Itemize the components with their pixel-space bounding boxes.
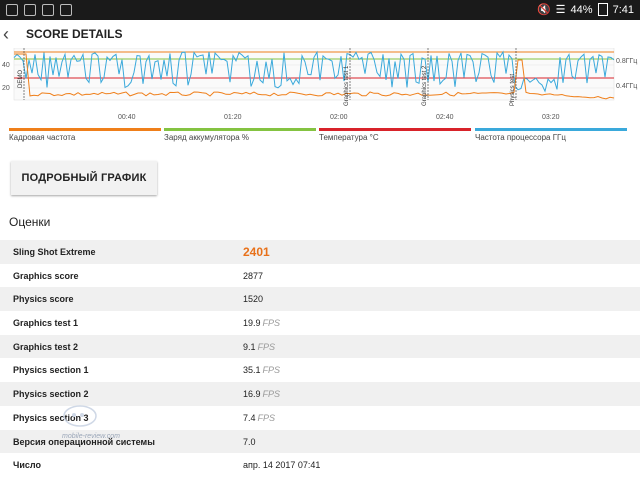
clock: 7:41 [612, 3, 634, 16]
value-number: 9.1 [243, 341, 256, 352]
status-bar: 🔇 ☰ 44% 7:41 [0, 0, 640, 20]
x-tick-0240: 02:40 [436, 114, 454, 121]
table-row: Physics section 1 35.1 FPS [0, 358, 640, 382]
row-value: 19.9 FPS [243, 318, 280, 328]
legend-temperature: Температура °C [319, 128, 471, 146]
value-number: 19.9 [243, 318, 261, 329]
row-label: Версия операционной системы [13, 436, 155, 447]
table-row: Sling Shot Extreme 2401 [0, 240, 640, 264]
marker-graphics-test-2-label: Graphics test 2 [422, 65, 428, 106]
row-label: Graphics test 2 [13, 341, 79, 352]
table-row: Число апр. 14 2017 07:41 [0, 453, 640, 477]
y-tick-left-20: 20 [2, 85, 10, 92]
x-tick-0040: 00:40 [118, 114, 136, 121]
table-row: Версия операционной системы 7.0 [0, 429, 640, 454]
legend-cpu: Частота процессора ГГц [475, 128, 627, 146]
detailed-graph-button[interactable]: ПОДРОБНЫЙ ГРАФИК [11, 161, 157, 195]
cpu-frequency-series [13, 50, 615, 93]
x-tick-0200: 02:00 [330, 114, 348, 121]
app-bar: ‹ SCORE DETAILS [0, 20, 640, 48]
back-arrow-icon[interactable]: ‹ [3, 24, 9, 44]
marker-demo-label: DEMO [18, 70, 24, 88]
table-row: Physics score 1520 [0, 287, 640, 312]
y-tick-right-0.4: 0.4ГГц [616, 83, 637, 90]
marker-physics-test: Physics test [510, 48, 517, 106]
row-value: 1520 [243, 294, 263, 304]
legend-cpu-label: Частота процессора ГГц [475, 133, 566, 142]
value-unit: FPS [262, 365, 281, 376]
table-row: Graphics test 2 9.1 FPS [0, 334, 640, 359]
legend-battery-label: Заряд аккумулятора % [164, 133, 249, 142]
notification-icons [6, 4, 72, 16]
notification-icon [42, 4, 54, 16]
row-label: Physics section 3 [13, 412, 89, 423]
wifi-icon: ☰ [555, 4, 566, 16]
marker-demo: DEMO [18, 48, 25, 100]
x-tick-0320: 03:20 [542, 114, 560, 121]
row-value: 2401 [243, 245, 270, 259]
row-label: Graphics score [13, 270, 79, 281]
legend-battery: Заряд аккумулятора % [164, 128, 316, 146]
row-value: 16.9 FPS [243, 389, 280, 399]
value-number: 1520 [243, 294, 264, 305]
legend-frame-rate-swatch [9, 128, 161, 131]
frame-rate-series [14, 53, 615, 100]
table-row: Physics section 3 7.4 FPS [0, 406, 640, 430]
mute-icon: 🔇 [536, 4, 551, 16]
value-unit: FPS [257, 412, 276, 423]
value-number: апр. 14 2017 07:41 [243, 460, 321, 471]
legend-frame-rate: Кадровая частота [9, 128, 161, 146]
page-title: SCORE DETAILS [26, 27, 123, 41]
row-label: Physics section 1 [13, 365, 89, 376]
notification-icon [60, 4, 72, 16]
notification-icon [6, 4, 18, 16]
row-value: 7.0 [243, 437, 256, 447]
value-number: 7.4 [243, 412, 256, 423]
row-value: 35.1 FPS [243, 365, 280, 375]
marker-graphics-test-1-label: Graphics test 1 [344, 65, 350, 106]
row-value: 7.4 FPS [243, 413, 275, 423]
value-number: 16.9 [243, 389, 261, 400]
table-row: Physics section 2 16.9 FPS [0, 382, 640, 406]
scores-table: Sling Shot Extreme 2401 Graphics score 2… [0, 240, 640, 477]
x-tick-0120: 01:20 [224, 114, 242, 121]
value-number: 7.0 [243, 436, 256, 447]
value-number: 2401 [243, 245, 270, 259]
performance-chart[interactable]: DEMO Graphics test 1 Graphics test 2 Phy… [0, 48, 640, 128]
legend-temperature-swatch [319, 128, 471, 131]
row-value: 9.1 FPS [243, 342, 275, 352]
value-unit: FPS [262, 389, 281, 400]
row-label: Physics score [13, 294, 74, 305]
marker-graphics-test-1: Graphics test 1 [344, 48, 351, 106]
row-label: Sling Shot Extreme [13, 247, 96, 257]
table-row: Graphics score 2877 [0, 264, 640, 288]
battery-icon [597, 3, 608, 16]
row-value: 2877 [243, 271, 263, 281]
value-unit: FPS [262, 318, 281, 329]
row-label: Physics section 2 [13, 389, 89, 400]
table-row: Graphics test 1 19.9 FPS [0, 311, 640, 335]
value-unit: FPS [257, 341, 276, 352]
legend-cpu-swatch [475, 128, 627, 131]
row-value: апр. 14 2017 07:41 [243, 460, 320, 470]
row-label: Graphics test 1 [13, 318, 79, 329]
value-number: 2877 [243, 270, 264, 281]
row-label: Число [13, 460, 41, 471]
legend-temperature-label: Температура °C [319, 133, 379, 142]
marker-physics-test-label: Physics test [510, 74, 516, 106]
y-tick-left-40: 40 [2, 62, 10, 69]
value-number: 35.1 [243, 365, 261, 376]
scores-section-title: Оценки [9, 215, 51, 229]
notification-icon [24, 4, 36, 16]
marker-graphics-test-2: Graphics test 2 [422, 48, 429, 106]
legend-frame-rate-label: Кадровая частота [9, 133, 76, 142]
y-tick-right-0.8: 0.8ГГц [616, 58, 637, 65]
legend-battery-swatch [164, 128, 316, 131]
battery-percent: 44% [570, 3, 593, 16]
